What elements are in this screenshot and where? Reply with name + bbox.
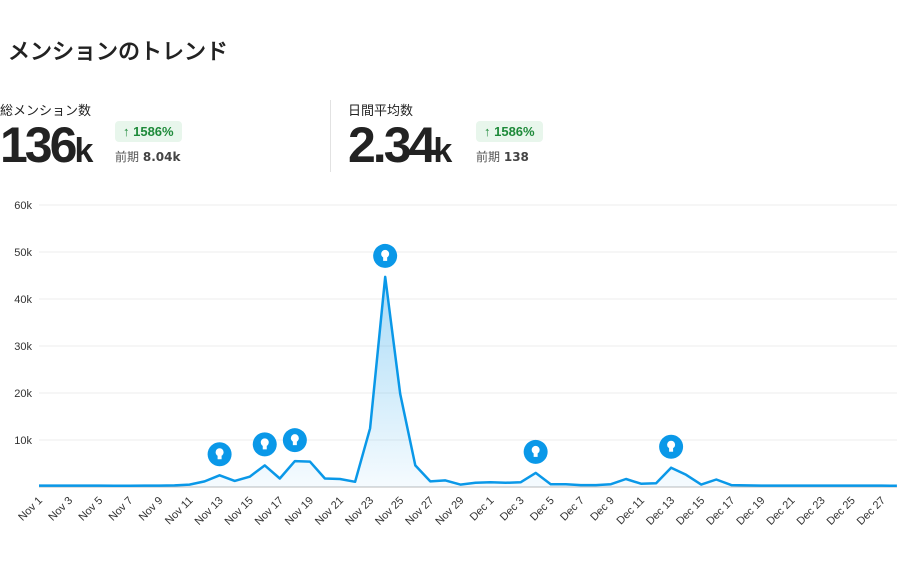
kpi-number: 136 xyxy=(0,117,77,173)
x-tick-label: Dec 27 xyxy=(855,495,888,528)
kpi-value: 136k xyxy=(0,116,93,174)
x-tick-label: Dec 17 xyxy=(704,495,737,528)
x-tick-label: Dec 1 xyxy=(468,495,497,524)
change-badge: ↑ 1586% xyxy=(476,121,543,142)
kpi-unit: k xyxy=(433,132,453,170)
divider xyxy=(330,100,331,172)
y-tick-label: 10k xyxy=(14,435,32,447)
x-tick-label: Nov 7 xyxy=(107,495,136,524)
x-tick-label: Dec 15 xyxy=(674,495,707,528)
x-tick-label: Dec 11 xyxy=(615,495,648,528)
kpi-label: 総メンション数 xyxy=(0,104,92,119)
x-tick-label: Nov 5 xyxy=(77,495,106,524)
kpi-label: 日間平均数 xyxy=(348,104,414,119)
x-tick-label: Nov 29 xyxy=(433,495,466,528)
kpi-number: 2.34 xyxy=(348,117,436,173)
insight-marker-lightbulb-icon[interactable] xyxy=(523,439,548,464)
x-tick-label: Nov 15 xyxy=(223,495,256,528)
insight-marker-lightbulb-icon[interactable] xyxy=(282,428,307,453)
y-tick-label: 30k xyxy=(14,341,32,353)
x-tick-label: Nov 11 xyxy=(163,495,196,528)
prev-label: 前期 xyxy=(115,150,140,164)
insight-marker-lightbulb-icon[interactable] xyxy=(207,442,232,467)
x-tick-label: Nov 9 xyxy=(137,495,166,524)
x-tick-label: Nov 19 xyxy=(283,495,316,528)
x-tick-label: Dec 9 xyxy=(588,495,617,524)
page-title: メンションのトレンド xyxy=(8,40,229,65)
kpi-total-mentions: 総メンション数 136k ↑ 1586% 前期 8.04k xyxy=(0,100,182,173)
prev-value: 8.04k xyxy=(142,150,181,164)
insight-marker-lightbulb-icon[interactable] xyxy=(252,432,277,457)
x-tick-label: Dec 3 xyxy=(498,495,527,524)
kpi-value: 2.34k xyxy=(348,116,452,174)
insight-marker-lightbulb-icon[interactable] xyxy=(659,434,684,459)
kpi-unit: k xyxy=(74,132,94,170)
x-tick-label: Dec 23 xyxy=(795,495,828,528)
y-tick-label: 40k xyxy=(14,294,32,306)
y-tick-label: 50k xyxy=(14,247,32,259)
kpi-daily-average: 日間平均数 2.34k ↑ 1586% 前期 138 xyxy=(348,100,543,173)
x-tick-label: Nov 13 xyxy=(193,495,226,528)
series-line xyxy=(39,275,897,488)
insight-marker-lightbulb-icon[interactable] xyxy=(373,243,398,268)
previous-period: 前期 8.04k xyxy=(115,148,180,165)
x-tick-label: Nov 17 xyxy=(253,495,286,528)
prev-label: 前期 xyxy=(476,150,501,164)
y-tick-label: 20k xyxy=(14,388,32,400)
x-tick-label: Nov 1 xyxy=(16,495,45,524)
x-tick-label: Nov 27 xyxy=(403,495,436,528)
x-tick-label: Nov 3 xyxy=(46,495,75,524)
change-badge: ↑ 1586% xyxy=(115,121,182,142)
x-tick-label: Dec 13 xyxy=(644,495,677,528)
x-tick-label: Dec 7 xyxy=(558,495,587,524)
area-fill xyxy=(39,276,897,487)
x-tick-label: Dec 19 xyxy=(734,495,767,528)
x-tick-label: Nov 25 xyxy=(373,495,406,528)
previous-period: 前期 138 xyxy=(476,148,529,165)
x-tick-label: Nov 23 xyxy=(343,495,376,528)
x-tick-label: Dec 21 xyxy=(764,495,797,528)
x-tick-label: Nov 21 xyxy=(313,495,346,528)
x-tick-label: Dec 5 xyxy=(528,495,557,524)
x-tick-label: Dec 25 xyxy=(825,495,858,528)
prev-value: 138 xyxy=(503,150,529,164)
y-tick-label: 60k xyxy=(14,200,32,212)
